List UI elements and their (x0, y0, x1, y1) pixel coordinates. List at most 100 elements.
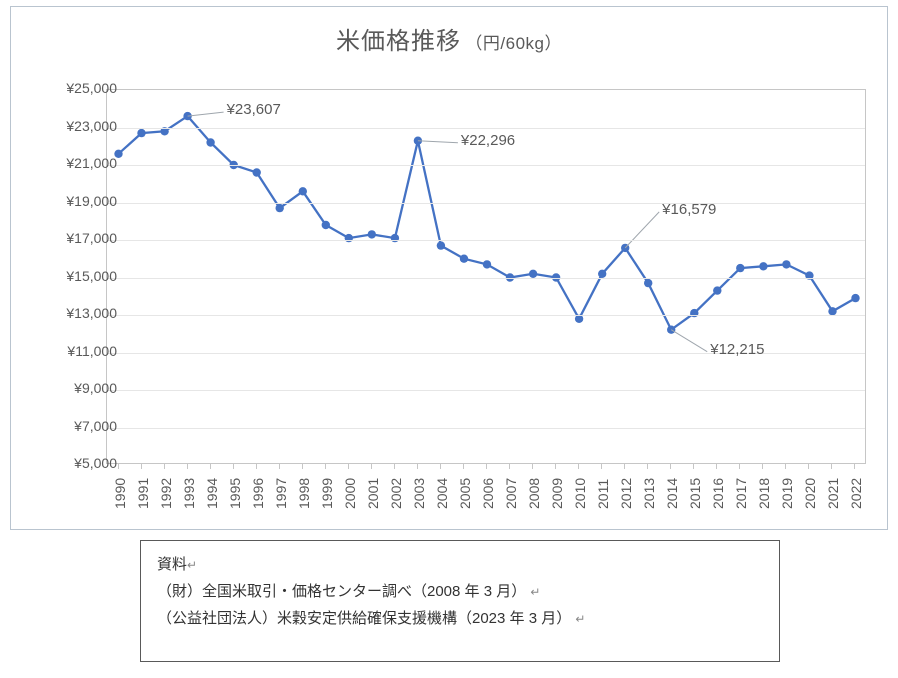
data-marker (782, 260, 790, 268)
return-icon: ↵ (187, 558, 197, 572)
y-axis-tick-label: ¥13,000 (37, 305, 117, 321)
source-heading-text: 資料 (157, 556, 187, 573)
callout-leader (418, 141, 458, 143)
x-axis-tick-label: 2003 (411, 491, 427, 509)
x-axis-tick-label: 2018 (756, 491, 772, 509)
page-root: 米価格推移 （円/60kg） ¥5,000¥7,000¥9,000¥11,000… (0, 0, 898, 678)
x-axis-tick (141, 464, 142, 469)
x-axis-tick (693, 464, 694, 469)
y-axis-tick-label: ¥7,000 (37, 418, 117, 434)
data-marker (644, 279, 652, 287)
x-axis-tick (279, 464, 280, 469)
callout-leader (625, 212, 659, 248)
x-axis-tick (785, 464, 786, 469)
y-axis-tick-label: ¥9,000 (37, 380, 117, 396)
y-axis-tick-label: ¥5,000 (37, 455, 117, 471)
x-axis-tick-label: 2005 (457, 491, 473, 509)
y-axis-tick-label: ¥21,000 (37, 155, 117, 171)
x-axis-tick (578, 464, 579, 469)
x-axis-tick (601, 464, 602, 469)
x-axis-tick (187, 464, 188, 469)
x-axis-tick-label: 1997 (273, 491, 289, 509)
data-marker (460, 255, 468, 263)
data-marker (345, 234, 353, 242)
x-axis-tick (440, 464, 441, 469)
chart-title-main: 米価格推移 (336, 28, 461, 55)
source-box: 資料↵ （財）全国米取引・価格センター調べ（2008 年 3 月） ↵ （公益社… (140, 540, 780, 662)
source-line: （財）全国米取引・価格センター調べ（2008 年 3 月） ↵ (157, 578, 763, 605)
x-axis-tick-label: 1996 (250, 491, 266, 509)
x-axis-tick-label: 1993 (181, 491, 197, 509)
data-marker (736, 264, 744, 272)
x-axis-tick-label: 2021 (825, 491, 841, 509)
return-icon: ↵ (575, 612, 585, 626)
callout-label: ¥22,296 (461, 132, 515, 149)
x-axis-tick (670, 464, 671, 469)
y-axis-tick-label: ¥19,000 (37, 193, 117, 209)
callout-label: ¥12,215 (710, 341, 764, 358)
x-axis-tick-label: 2008 (526, 491, 542, 509)
gridline (107, 428, 865, 429)
data-marker (253, 168, 261, 176)
x-axis-tick-label: 2011 (595, 491, 611, 509)
x-axis-tick-label: 1994 (204, 491, 220, 509)
x-axis-tick-label: 2019 (779, 491, 795, 509)
y-axis-tick-label: ¥17,000 (37, 230, 117, 246)
source-line: （公益社団法人）米穀安定供給確保支援機構（2023 年 3 月） ↵ (157, 605, 763, 632)
x-axis-tick-label: 2017 (733, 491, 749, 509)
y-axis-tick-label: ¥11,000 (37, 343, 117, 359)
x-axis-tick-label: 2004 (434, 491, 450, 509)
x-axis-tick-label: 2000 (342, 491, 358, 509)
x-axis-tick (739, 464, 740, 469)
x-axis-tick (118, 464, 119, 469)
gridline (107, 278, 865, 279)
x-axis-tick-label: 1998 (296, 491, 312, 509)
x-axis-tick-label: 2006 (480, 491, 496, 509)
x-axis-tick (302, 464, 303, 469)
callout-leader (188, 112, 224, 116)
data-marker (483, 260, 491, 268)
x-axis-tick (762, 464, 763, 469)
x-axis-tick-label: 2007 (503, 491, 519, 509)
data-marker (137, 129, 145, 137)
x-axis-tick-label: 2015 (687, 491, 703, 509)
x-axis-tick (325, 464, 326, 469)
x-axis-tick-label: 2009 (549, 491, 565, 509)
gridline (107, 128, 865, 129)
data-marker (368, 230, 376, 238)
x-axis-tick (256, 464, 257, 469)
x-axis-tick (463, 464, 464, 469)
callout-label: ¥23,607 (227, 101, 281, 118)
x-axis-tick (233, 464, 234, 469)
x-axis-tick-label: 2016 (710, 491, 726, 509)
data-marker (322, 221, 330, 229)
x-axis-tick-label: 1991 (135, 491, 151, 509)
data-marker (391, 234, 399, 242)
x-axis-tick (831, 464, 832, 469)
x-axis-tick-label: 2020 (802, 491, 818, 509)
data-marker (299, 187, 307, 195)
data-marker (759, 262, 767, 270)
x-axis-tick-label: 2012 (618, 491, 634, 509)
x-axis-tick (348, 464, 349, 469)
x-axis-tick-label: 1995 (227, 491, 243, 509)
x-axis-tick-label: 2022 (848, 491, 864, 509)
data-marker (805, 271, 813, 279)
y-axis-tick-label: ¥15,000 (37, 268, 117, 284)
x-axis-tick-label: 1992 (158, 491, 174, 509)
x-axis-tick (394, 464, 395, 469)
x-axis-tick (417, 464, 418, 469)
x-axis-tick-label: 2010 (572, 491, 588, 509)
gridline (107, 315, 865, 316)
data-marker (276, 204, 284, 212)
x-axis-tick-label: 2013 (641, 491, 657, 509)
x-axis-tick (555, 464, 556, 469)
x-axis-tick (624, 464, 625, 469)
source-line-text: （公益社団法人）米穀安定供給確保支援機構（2023 年 3 月） (157, 610, 571, 627)
data-marker (206, 138, 214, 146)
x-axis-tick (532, 464, 533, 469)
gridline (107, 390, 865, 391)
x-axis-tick (164, 464, 165, 469)
x-axis-tick (854, 464, 855, 469)
x-axis-tick (371, 464, 372, 469)
